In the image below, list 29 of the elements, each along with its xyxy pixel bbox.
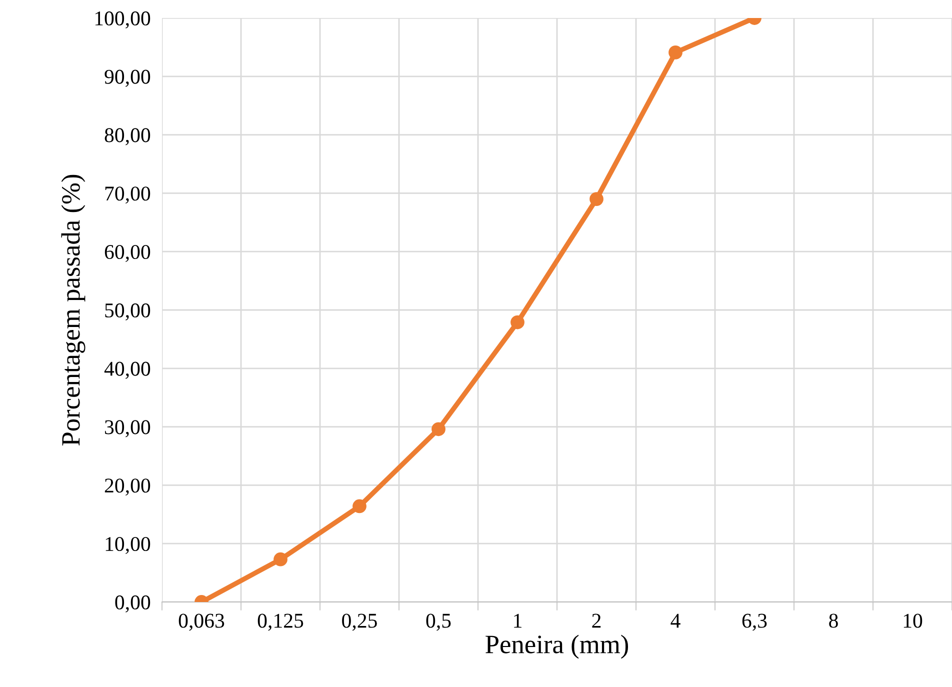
point (590, 192, 604, 206)
point (352, 499, 366, 514)
x-tick-label: 0,125 (258, 614, 304, 631)
y-tick-label: 100,00 (95, 11, 150, 28)
x-tick-label: 1 (514, 614, 522, 628)
x-tick-label: 6,3 (742, 614, 767, 631)
point (668, 46, 682, 60)
x-tick-label: 4 (670, 614, 680, 628)
x-axis-title: Peneira (mm) (486, 634, 628, 659)
x-tick-label: 10 (904, 614, 922, 628)
y-tick-label: 70,00 (105, 186, 150, 204)
y-tick-label: 80,00 (104, 128, 150, 146)
y-tick-label: 60,00 (104, 244, 150, 262)
y-tick-label: 20,00 (104, 478, 150, 496)
point (510, 315, 524, 330)
y-tick-label: 10,00 (106, 536, 150, 554)
y-tick-label: 0,00 (115, 595, 150, 612)
y-tick-label: 40,00 (104, 362, 150, 379)
point (274, 552, 288, 566)
y-tick-label: 50,00 (105, 303, 150, 320)
x-tick-label: 0,5 (426, 614, 451, 631)
x-tick-label: 0,25 (342, 614, 377, 631)
x-tick-label: 8 (829, 614, 838, 628)
y-axis-title: Porcentagem passada (%) (61, 174, 86, 446)
y-tick-label: 90,00 (104, 70, 150, 87)
y-tick-label: 30,00 (105, 420, 150, 438)
x-tick-label: 2 (592, 614, 601, 628)
x-tick-label: 0,063 (178, 614, 224, 631)
point (432, 422, 446, 436)
